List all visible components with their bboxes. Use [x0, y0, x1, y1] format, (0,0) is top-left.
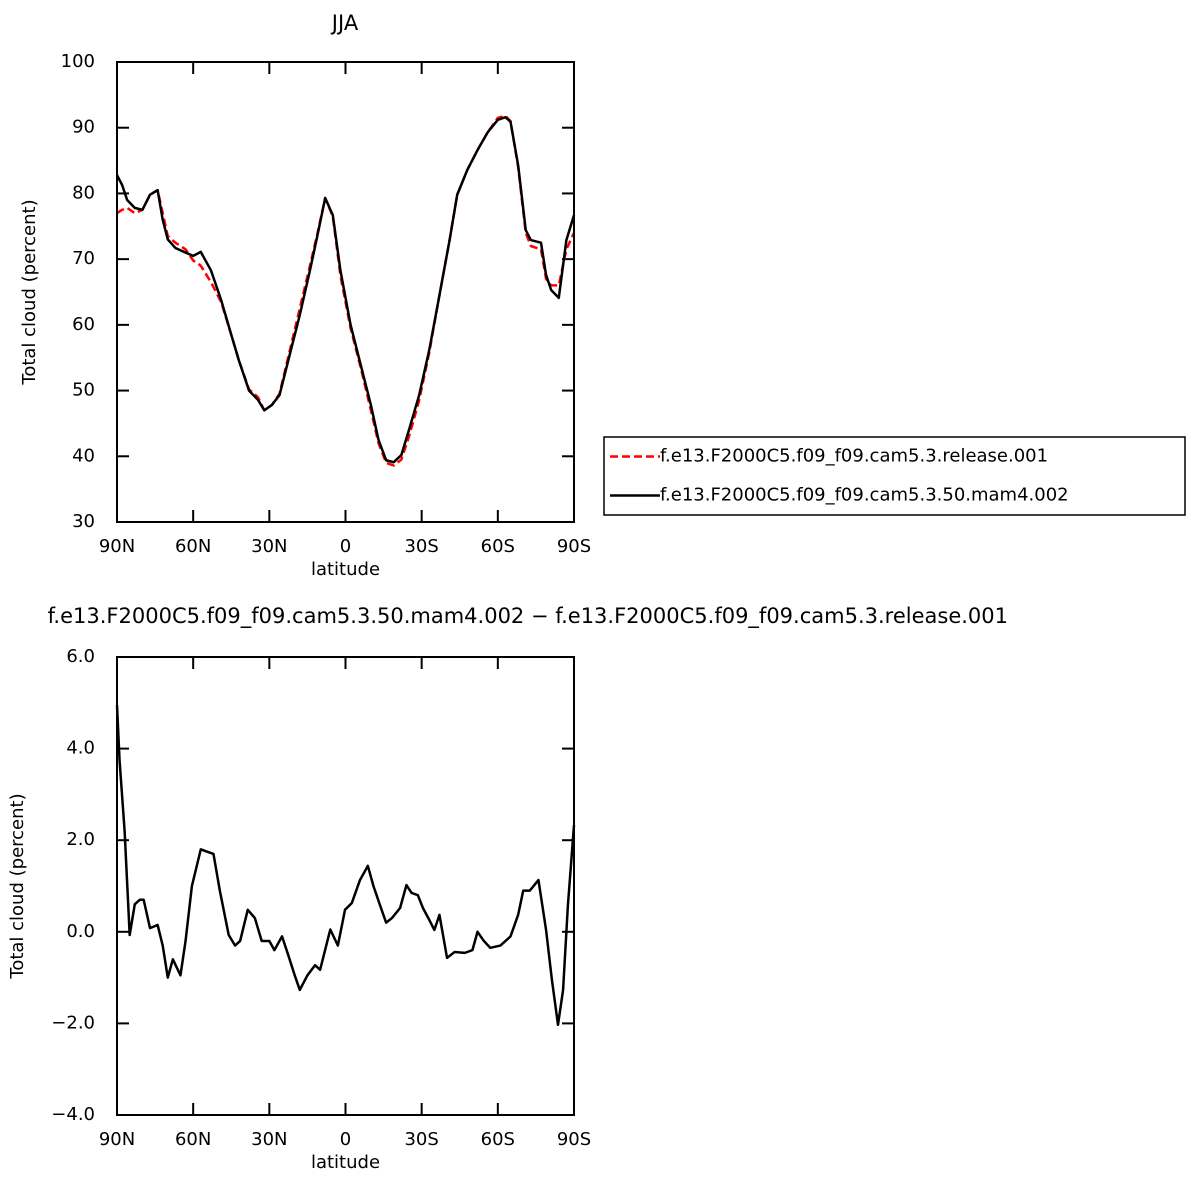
x-tick-label: 30N	[251, 1129, 287, 1150]
x-tick-label: 90N	[99, 536, 135, 557]
y-tick-label: 0.0	[66, 921, 95, 942]
x-tick-label: 30S	[404, 1129, 438, 1150]
y-axis-label: Total cloud (percent)	[7, 793, 28, 979]
y-tick-label: 40	[72, 445, 95, 466]
y-tick-label: 90	[72, 117, 95, 138]
y-tick-label: −2.0	[51, 1012, 95, 1033]
plot-frame	[116, 61, 575, 523]
plot-frame	[116, 656, 575, 1116]
x-tick-label: 90S	[557, 1129, 591, 1150]
x-axis-label: latitude	[311, 559, 380, 580]
x-tick-label: 30S	[404, 536, 438, 557]
y-tick-label: 4.0	[66, 738, 95, 759]
y-tick-label: 80	[72, 182, 95, 203]
y-axis-label: Total cloud (percent)	[19, 199, 40, 385]
series-line	[116, 114, 576, 467]
x-axis-label: latitude	[311, 1152, 380, 1173]
y-tick-label: −4.0	[51, 1104, 95, 1125]
x-tick-label: 30N	[251, 536, 287, 557]
series-line	[115, 705, 576, 1027]
legend-label: f.e13.F2000C5.f09_f09.cam5.3.50.mam4.002	[660, 485, 1069, 506]
chart-title: f.e13.F2000C5.f09_f09.cam5.3.50.mam4.002…	[48, 604, 1008, 629]
y-tick-label: 50	[72, 380, 95, 401]
y-tick-label: 30	[72, 511, 95, 532]
legend-label: f.e13.F2000C5.f09_f09.cam5.3.release.001	[660, 446, 1048, 467]
series-line	[115, 115, 576, 464]
x-tick-label: 60N	[175, 536, 211, 557]
y-tick-label: 6.0	[66, 646, 95, 667]
x-tick-label: 60S	[481, 1129, 515, 1150]
y-tick-label: 2.0	[66, 829, 95, 850]
y-tick-label: 70	[72, 248, 95, 269]
x-tick-label: 0	[340, 536, 351, 557]
y-tick-label: 100	[61, 51, 95, 72]
chart-title: JJA	[330, 11, 359, 35]
x-tick-label: 60S	[481, 536, 515, 557]
y-tick-label: 60	[72, 314, 95, 335]
x-tick-label: 90N	[99, 1129, 135, 1150]
x-tick-label: 90S	[557, 536, 591, 557]
x-tick-label: 0	[340, 1129, 351, 1150]
x-tick-label: 60N	[175, 1129, 211, 1150]
legend-box	[603, 436, 1186, 516]
